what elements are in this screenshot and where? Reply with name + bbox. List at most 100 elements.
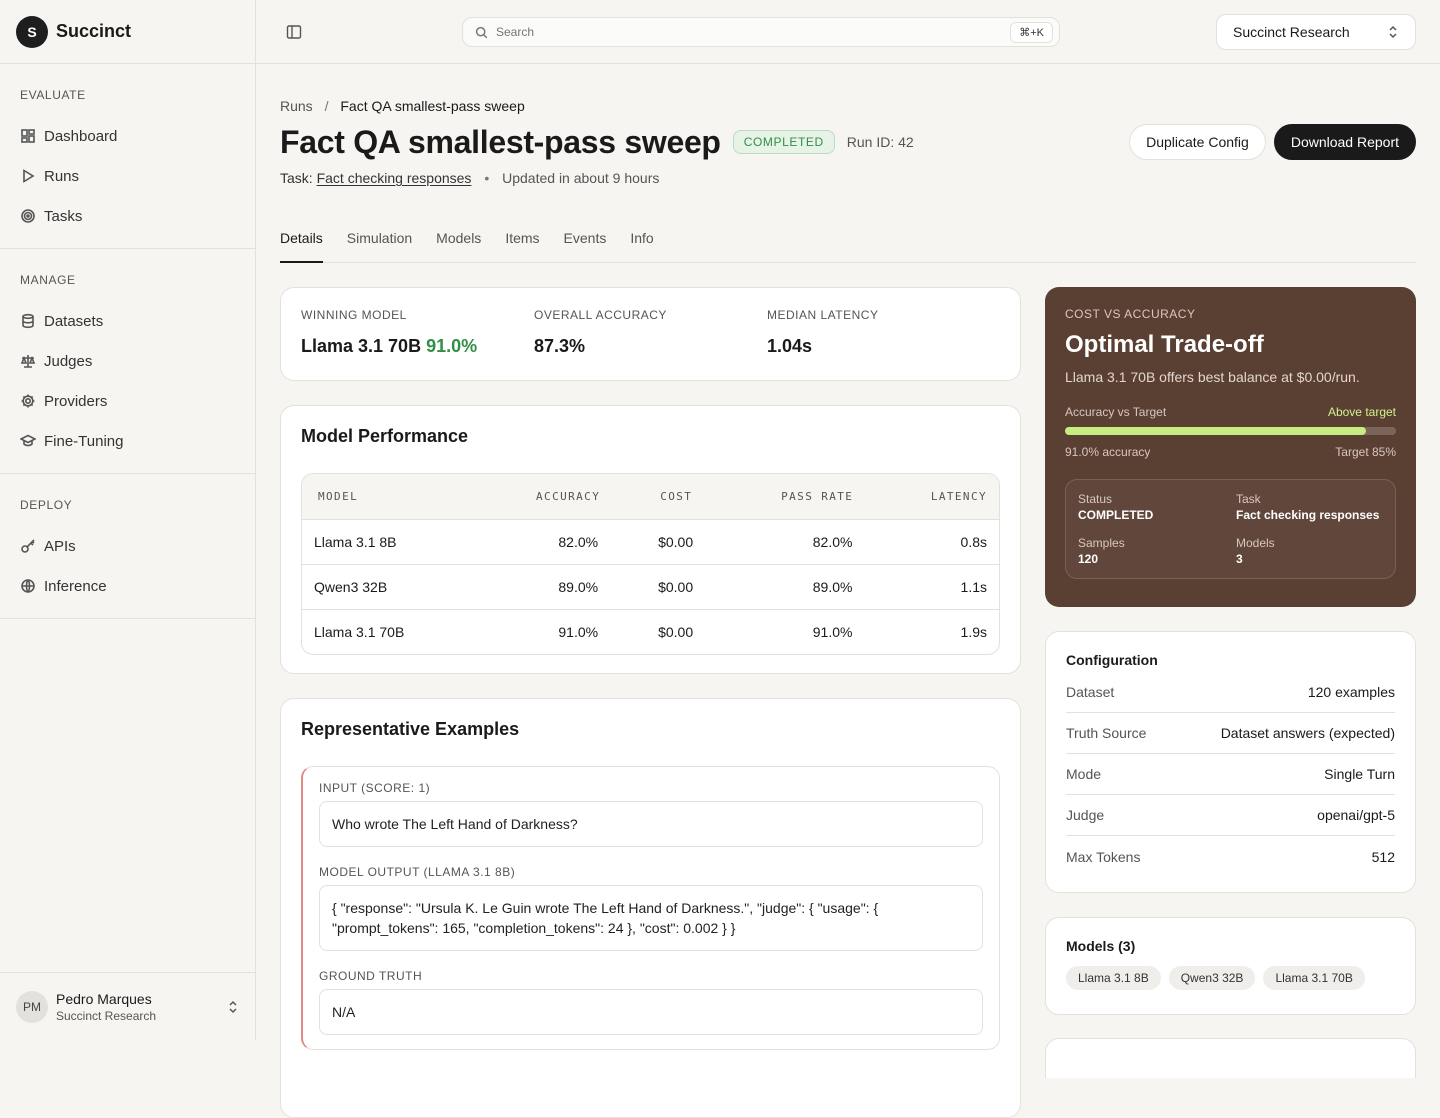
cell-model: Llama 3.1 70B <box>314 624 405 640</box>
config-row-max-tokens: Max Tokens 512 <box>1066 836 1395 877</box>
title-row: Fact QA smallest-pass sweep COMPLETED Ru… <box>280 122 1416 162</box>
config-row-judge: Judge openai/gpt-5 <box>1066 795 1395 836</box>
nav-section-manage: MANAGE Datasets Judges Providers Fine-Tu… <box>0 249 255 474</box>
target-icon <box>21 209 35 223</box>
play-icon <box>23 169 35 183</box>
cell-cost: $0.00 <box>658 579 694 595</box>
table-row[interactable]: Qwen3 32B 89.0% $0.00 89.0% 1.1s <box>302 564 999 609</box>
sidebar-item-label: Runs <box>44 167 80 185</box>
column-header[interactable]: PASS RATE <box>781 490 854 503</box>
sidebar-item-apis[interactable]: APIs <box>0 526 255 566</box>
card-title: Configuration <box>1066 652 1158 668</box>
tab-items[interactable]: Items <box>505 230 540 246</box>
key-icon <box>21 539 35 553</box>
org-switcher-label: Succinct Research <box>1233 24 1350 40</box>
config-row-dataset: Dataset 120 examples <box>1066 672 1395 713</box>
topbar: ⌘+K Succinct Research <box>256 0 1440 64</box>
gear-icon <box>21 394 35 408</box>
cell-latency: 1.1s <box>960 579 988 595</box>
chevron-up-down-icon <box>229 1000 237 1013</box>
summary-stats-card: WINNING MODEL Llama 3.1 70B 91.0% OVERAL… <box>280 287 1021 381</box>
brand[interactable]: S Succinct <box>0 0 255 64</box>
stat-label: MEDIAN LATENCY <box>767 308 879 322</box>
search-bar[interactable]: ⌘+K <box>462 17 1060 47</box>
summary-task: Task Fact checking responses <box>1236 492 1383 522</box>
scale-icon <box>20 355 36 368</box>
performance-table: MODEL ACCURACY COST PASS RATE LATENCY Ll… <box>301 473 1000 655</box>
winning-model-name: Llama 3.1 70B <box>301 336 422 356</box>
sidebar-item-datasets[interactable]: Datasets <box>0 301 255 341</box>
summary-value: Fact checking responses <box>1236 508 1380 522</box>
cell-model: Qwen3 32B <box>314 579 388 595</box>
representative-examples-card: Representative Examples INPUT (SCORE: 1)… <box>280 698 1021 1118</box>
summary-key: Status <box>1078 492 1113 506</box>
stat-label: WINNING MODEL <box>301 308 407 322</box>
breadcrumb-runs[interactable]: Runs <box>280 98 313 114</box>
summary-key: Task <box>1236 492 1261 506</box>
tab-info[interactable]: Info <box>630 230 654 246</box>
accuracy-target-header: Accuracy vs Target Above target <box>1065 405 1396 419</box>
column-header[interactable]: ACCURACY <box>536 490 601 503</box>
nav-section-deploy: DEPLOY APIs Inference <box>0 474 255 619</box>
config-key: Judge <box>1066 807 1105 823</box>
sidebar-item-judges[interactable]: Judges <box>0 341 255 381</box>
cell-accuracy: 89.0% <box>558 579 599 595</box>
sidebar-item-label: Fine-Tuning <box>44 432 124 450</box>
cell-pass-rate: 91.0% <box>812 624 853 640</box>
search-icon <box>475 26 488 38</box>
main-content: Runs / Fact QA smallest-pass sweep Fact … <box>280 64 1416 1118</box>
example-input-label: INPUT (SCORE: 1) <box>319 781 431 795</box>
sidebar-item-label: Tasks <box>44 207 83 225</box>
sidebar-item-fine-tuning[interactable]: Fine-Tuning <box>0 421 255 461</box>
sidebar-item-tasks[interactable]: Tasks <box>0 196 255 236</box>
stat-value: 1.04s <box>767 336 813 356</box>
updated-time: Updated in about 9 hours <box>502 170 660 186</box>
table-row[interactable]: Llama 3.1 70B 91.0% $0.00 91.0% 1.9s <box>302 609 999 654</box>
user-org: Succinct Research <box>56 1008 157 1023</box>
config-key: Mode <box>1066 766 1102 782</box>
winning-model-accuracy: 91.0% <box>426 336 478 356</box>
cell-latency: 1.9s <box>960 624 988 640</box>
card-title: Optimal Trade-off <box>1065 331 1264 358</box>
column-header[interactable]: MODEL <box>318 490 359 503</box>
table-row[interactable]: Llama 3.1 8B 82.0% $0.00 82.0% 0.8s <box>302 519 999 564</box>
sidebar-item-runs[interactable]: Runs <box>0 156 255 196</box>
sidebar-toggle-icon[interactable] <box>286 24 302 40</box>
card-label: COST VS ACCURACY <box>1065 307 1196 321</box>
cell-cost: $0.00 <box>658 624 694 640</box>
duplicate-config-button[interactable]: Duplicate Config <box>1129 124 1266 160</box>
download-report-button[interactable]: Download Report <box>1273 124 1416 160</box>
column-header[interactable]: LATENCY <box>930 490 988 503</box>
model-chip[interactable]: Llama 3.1 8B <box>1066 966 1161 990</box>
cell-accuracy: 82.0% <box>558 534 599 550</box>
sidebar-item-dashboard[interactable]: Dashboard <box>0 116 255 156</box>
accuracy-text: 91.0% accuracy <box>1065 445 1151 459</box>
task-link[interactable]: Fact checking responses <box>316 170 472 186</box>
tab-models[interactable]: Models <box>436 230 482 246</box>
tab-details[interactable]: Details <box>280 230 323 263</box>
example-item: INPUT (SCORE: 1) Who wrote The Left Hand… <box>301 766 1000 1050</box>
sidebar: S Succinct EVALUATE Dashboard Runs Tasks… <box>0 0 256 1040</box>
summary-samples: Samples 120 <box>1078 536 1236 566</box>
stat-overall-accuracy: OVERALL ACCURACY 87.3% <box>534 308 767 360</box>
org-switcher[interactable]: Succinct Research <box>1216 14 1416 50</box>
model-chip[interactable]: Qwen3 32B <box>1168 966 1256 990</box>
ground-truth: N/A <box>319 989 983 1035</box>
tab-simulation[interactable]: Simulation <box>346 230 413 246</box>
nav-section-evaluate: EVALUATE Dashboard Runs Tasks <box>0 64 255 249</box>
tab-events[interactable]: Events <box>563 230 607 246</box>
user-menu[interactable]: PM Pedro Marques Succinct Research <box>0 972 255 1040</box>
brand-name: Succinct <box>56 21 132 41</box>
next-card-edge <box>1045 1038 1416 1078</box>
model-chip[interactable]: Llama 3.1 70B <box>1263 966 1365 990</box>
breadcrumb: Runs / Fact QA smallest-pass sweep <box>280 98 1416 114</box>
stat-winning-model: WINNING MODEL Llama 3.1 70B 91.0% <box>301 308 534 360</box>
config-key: Truth Source <box>1066 725 1147 741</box>
sidebar-item-providers[interactable]: Providers <box>0 381 255 421</box>
column-header[interactable]: COST <box>660 490 693 503</box>
sidebar-item-label: Dashboard <box>44 127 118 145</box>
search-input[interactable] <box>496 25 1011 39</box>
database-icon <box>22 313 34 329</box>
config-value: 120 examples <box>1307 684 1395 700</box>
sidebar-item-inference[interactable]: Inference <box>0 566 255 606</box>
